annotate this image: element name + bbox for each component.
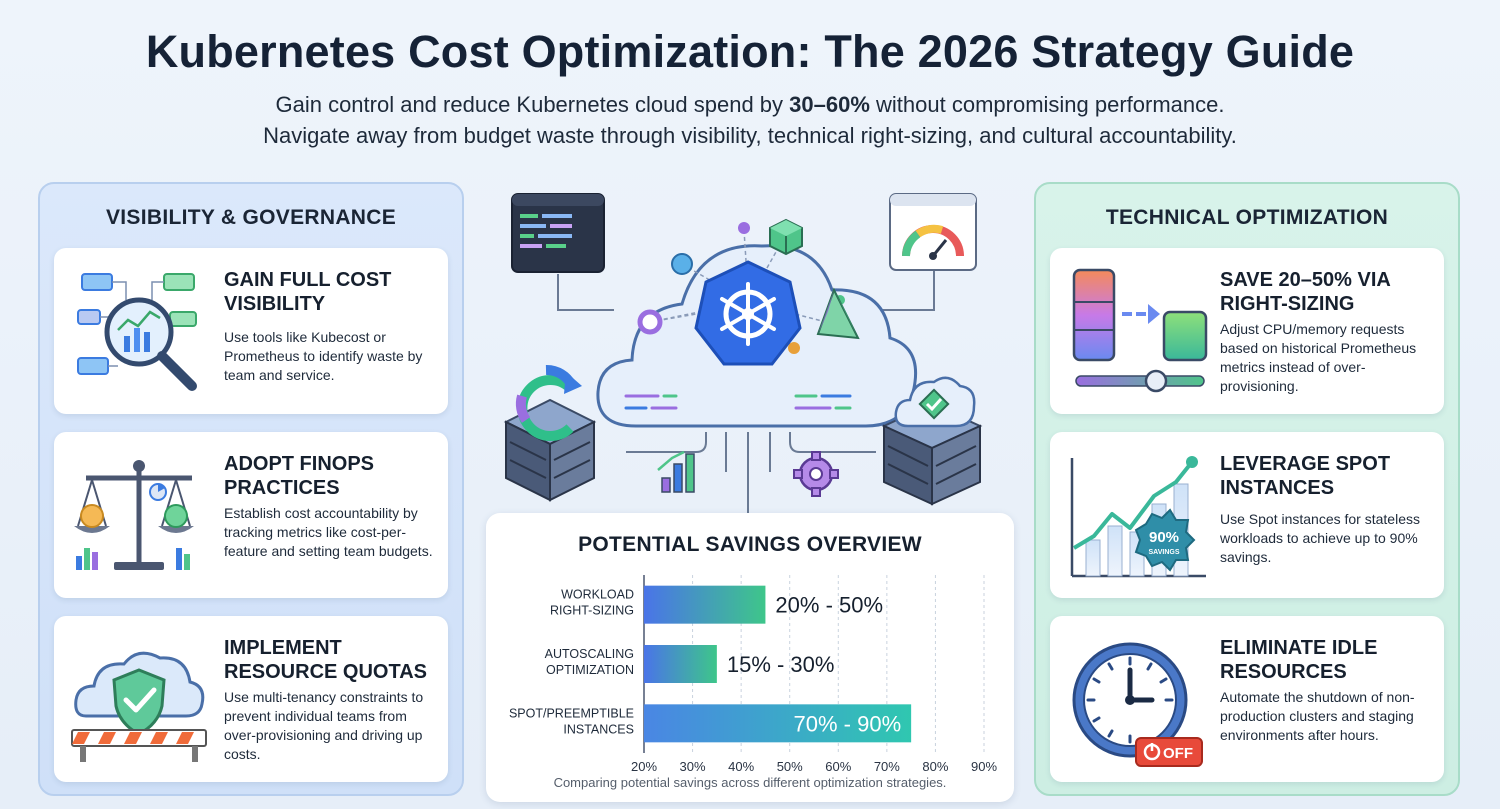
- cube-icon: [769, 218, 803, 256]
- growth-chart-badge-icon: 90% SAVINGS: [1060, 444, 1210, 586]
- node-dot: [788, 342, 800, 354]
- subtitle-1-bold: 30–60%: [789, 92, 870, 117]
- card-title: IMPLEMENT RESOURCE QUOTAS: [224, 637, 427, 683]
- card-body: Use tools like Kubecost or Prometheus to…: [224, 329, 423, 383]
- magnifier-dashboard-icon: [64, 260, 214, 402]
- category-label: OPTIMIZATION: [546, 663, 634, 677]
- card-cost-visibility: GAIN FULL COST VISIBILITY Use tools like…: [54, 248, 448, 414]
- range-label: 70% - 90%: [794, 711, 902, 736]
- node-dot: [671, 253, 693, 275]
- category-label: SPOT/PREEMPTIBLE: [509, 706, 634, 720]
- x-tick-label: 20%: [631, 759, 657, 774]
- savings-badge: 90% SAVINGS: [1134, 508, 1196, 572]
- terminal-window-icon: [511, 193, 605, 273]
- x-tick-label: 40%: [728, 759, 754, 774]
- x-tick-label: 90%: [971, 759, 997, 774]
- card-right-sizing: SAVE 20–50% VIA RIGHT-SIZING Adjust CPU/…: [1050, 248, 1444, 414]
- gear-icon: [793, 451, 839, 497]
- x-tick-label: 70%: [874, 759, 900, 774]
- clock-off-icon: OFF: [1060, 628, 1210, 770]
- right-panel-title: TECHNICAL OPTIMIZATION: [1105, 206, 1389, 229]
- x-tick-label: 60%: [825, 759, 851, 774]
- x-tick-label: 50%: [777, 759, 803, 774]
- potential-savings-chart: POTENTIAL SAVINGS OVERVIEW 20% 30% 40% 50% 6…: [486, 513, 1014, 802]
- savings-bar: [644, 585, 766, 624]
- subtitle-line-2: Navigate away from budget waste through …: [263, 123, 1237, 148]
- mini-bar-chart-icon: [657, 450, 695, 493]
- card-finops: ADOPT FINOPS PRACTICES Establish cost ac…: [54, 432, 448, 598]
- savings-bar-chart: 20% 30% 40% 50% 60% 70% 80% 90% WORKLOAD RIGHT-SI…: [509, 575, 997, 774]
- subtitle-1-post: without compromising performance.: [869, 92, 1225, 117]
- page-title: Kubernetes Cost Optimization: The 2026 S…: [145, 26, 1355, 77]
- savings-bar: [644, 645, 717, 683]
- server-refresh-icon: [503, 365, 597, 502]
- gauge-dashboard-icon: [889, 193, 977, 271]
- kubernetes-cloud-illustration: [486, 182, 1014, 522]
- range-label: 20% - 50%: [775, 593, 883, 618]
- category-label: WORKLOAD: [561, 588, 634, 602]
- card-spot-instances: 90% SAVINGS LEVERAGE SPOT INSTANCES Use …: [1050, 432, 1444, 598]
- node-dot: [637, 309, 663, 335]
- chart-title: POTENTIAL SAVINGS OVERVIEW: [578, 533, 922, 556]
- category-label: AUTOSCALING: [545, 647, 634, 661]
- card-body: Use multi-tenancy constraints to prevent…: [224, 689, 424, 762]
- card-title: LEVERAGE SPOT INSTANCES: [1220, 453, 1391, 499]
- card-body: Establish cost accountability by trackin…: [224, 505, 433, 559]
- card-title: ELIMINATE IDLE RESOURCES: [1220, 637, 1378, 683]
- card-title: SAVE 20–50% VIA RIGHT-SIZING: [1220, 269, 1391, 315]
- card-body: Automate the shutdown of non-production …: [1220, 689, 1415, 743]
- card-body: Use Spot instances for stateless workloa…: [1220, 511, 1420, 565]
- card-title: ADOPT FINOPS PRACTICES: [224, 453, 375, 499]
- subtitle-line-1: Gain control and reduce Kubernetes cloud…: [0, 92, 1500, 118]
- category-label: RIGHT-SIZING: [550, 604, 634, 618]
- badge-label: SAVINGS: [1149, 549, 1180, 556]
- resize-slider-icon: [1060, 260, 1210, 402]
- off-label: OFF: [1163, 745, 1193, 762]
- savings-bar: [644, 704, 912, 743]
- balance-scale-icon: [64, 444, 214, 586]
- card-body: Adjust CPU/memory requests based on hist…: [1220, 321, 1417, 394]
- visibility-governance-panel: VISIBILITY & GOVERNANCE GAIN FULL COST V: [38, 182, 464, 796]
- shield-cloud-icon: [64, 628, 214, 770]
- chart-caption: Comparing potential savings across diffe…: [553, 775, 947, 790]
- node-dot: [738, 222, 750, 234]
- card-resource-quotas: IMPLEMENT RESOURCE QUOTAS Use multi-tena…: [54, 616, 448, 782]
- x-tick-label: 80%: [922, 759, 948, 774]
- card-idle-resources: OFF ELIMINATE IDLE RESOURCES Automate th…: [1050, 616, 1444, 782]
- technical-optimization-panel: TECHNICAL OPTIMIZATION: [1034, 182, 1460, 796]
- badge-value: 90%: [1149, 529, 1179, 546]
- left-panel-title: VISIBILITY & GOVERNANCE: [105, 206, 397, 229]
- kubernetes-logo-icon: [694, 260, 802, 366]
- category-label: INSTANCES: [563, 722, 634, 736]
- subtitle-1-pre: Gain control and reduce Kubernetes cloud…: [275, 92, 790, 117]
- x-tick-label: 30%: [680, 759, 706, 774]
- server-cloud-check-icon: [881, 376, 983, 506]
- card-title: GAIN FULL COST VISIBILITY: [224, 269, 392, 315]
- range-label: 15% - 30%: [727, 652, 835, 677]
- pyramid-icon: [816, 287, 860, 340]
